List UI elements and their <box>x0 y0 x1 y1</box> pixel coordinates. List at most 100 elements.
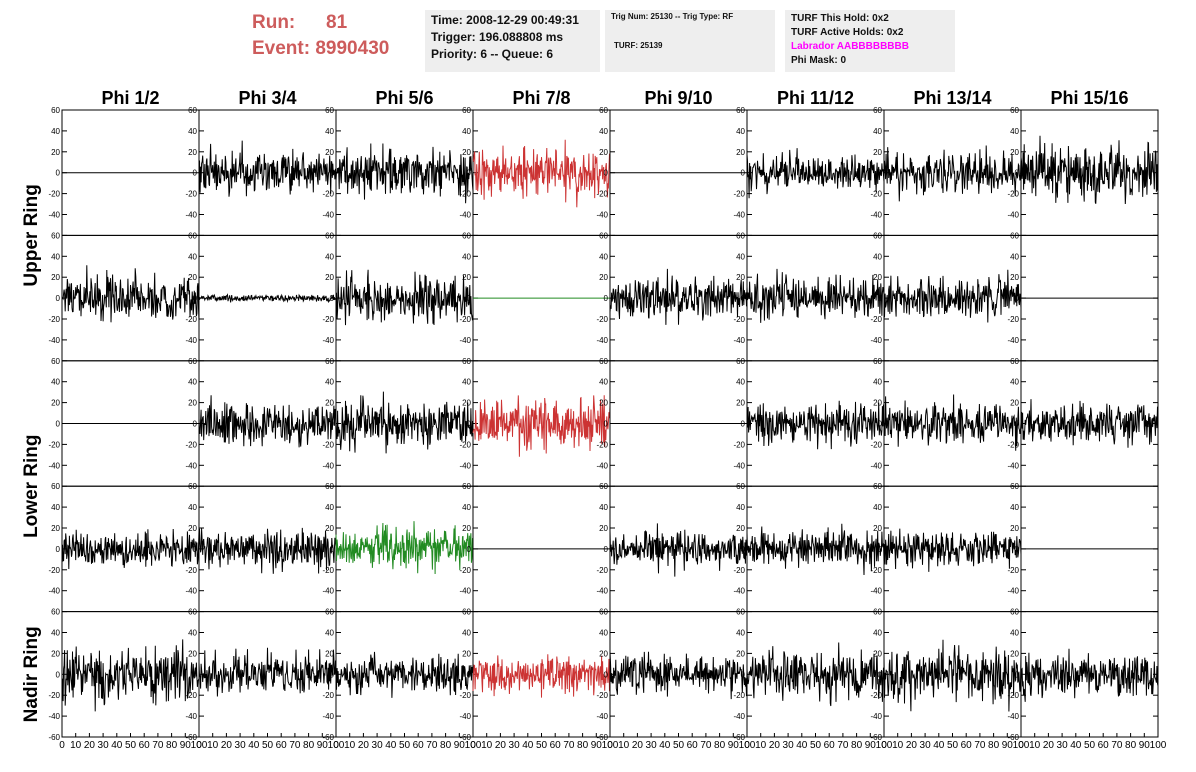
x-tick-label: 0 <box>607 740 613 751</box>
y-tick-label: 20 <box>188 524 197 533</box>
y-tick-label: 60 <box>462 608 471 617</box>
y-tick-label: -60 <box>48 733 60 742</box>
y-tick-label: -20 <box>322 566 334 575</box>
y-tick-label: -40 <box>185 211 197 220</box>
y-tick-label: 60 <box>462 106 471 115</box>
y-tick-label: 0 <box>741 294 746 303</box>
y-tick-label: 0 <box>604 420 609 429</box>
y-tick-label: -20 <box>1007 691 1019 700</box>
y-tick-label: 20 <box>325 649 334 658</box>
waveform-trace <box>883 528 1022 572</box>
y-tick-label: -20 <box>322 315 334 324</box>
y-tick-label: 20 <box>599 524 608 533</box>
y-tick-label: 20 <box>1010 148 1019 157</box>
x-tick-label: 80 <box>166 740 178 751</box>
y-tick-label: 40 <box>51 378 60 387</box>
x-tick-label: 50 <box>536 740 548 751</box>
x-tick-label: 40 <box>1070 740 1082 751</box>
x-tick-label: 40 <box>385 740 397 751</box>
y-tick-label: 20 <box>599 273 608 282</box>
y-tick-label: 60 <box>599 482 608 491</box>
waveform-trace <box>609 523 748 577</box>
y-tick-label: 0 <box>330 294 335 303</box>
x-tick-label: 60 <box>961 740 973 751</box>
x-tick-label: 90 <box>180 740 192 751</box>
y-tick-label: 20 <box>462 524 471 533</box>
y-tick-label: 20 <box>462 273 471 282</box>
y-tick-label: 60 <box>188 106 197 115</box>
x-tick-label: 10 <box>481 740 493 751</box>
y-tick-label: -40 <box>322 712 334 721</box>
x-tick-label: 20 <box>1043 740 1055 751</box>
y-tick-label: -40 <box>733 461 745 470</box>
x-tick-label: 70 <box>1111 740 1123 751</box>
y-tick-label: 0 <box>741 420 746 429</box>
y-tick-label: 20 <box>1010 524 1019 533</box>
y-tick-label: 20 <box>188 148 197 157</box>
y-tick-label: 20 <box>736 148 745 157</box>
y-tick-label: 60 <box>462 482 471 491</box>
x-tick-label: 100 <box>739 740 756 751</box>
waveform-trace <box>883 269 1022 323</box>
waveform-trace <box>1020 399 1159 448</box>
y-tick-label: -40 <box>459 461 471 470</box>
x-tick-label: 80 <box>440 740 452 751</box>
y-tick-label: 0 <box>878 294 883 303</box>
y-tick-label: 20 <box>873 649 882 658</box>
y-tick-label: 40 <box>599 127 608 136</box>
y-tick-label: 0 <box>193 169 198 178</box>
y-tick-label: 20 <box>51 273 60 282</box>
y-tick-label: 0 <box>330 420 335 429</box>
y-tick-label: -40 <box>322 211 334 220</box>
y-tick-label: 20 <box>599 399 608 408</box>
y-tick-label: 20 <box>599 649 608 658</box>
y-tick-label: -40 <box>459 211 471 220</box>
y-tick-label: 40 <box>325 252 334 261</box>
y-tick-label: -20 <box>596 190 608 199</box>
y-tick-label: -20 <box>733 315 745 324</box>
y-tick-label: 20 <box>51 649 60 658</box>
y-tick-label: 60 <box>1010 608 1019 617</box>
y-tick-label: -40 <box>1007 211 1019 220</box>
y-tick-label: -20 <box>185 691 197 700</box>
x-tick-label: 0 <box>1018 740 1024 751</box>
x-tick-label: 60 <box>139 740 151 751</box>
y-tick-label: 0 <box>330 545 335 554</box>
x-tick-label: 40 <box>796 740 808 751</box>
y-tick-label: -20 <box>322 691 334 700</box>
y-tick-label: -20 <box>322 190 334 199</box>
y-tick-label: -40 <box>1007 587 1019 596</box>
x-tick-label: 80 <box>988 740 1000 751</box>
y-tick-label: 20 <box>51 148 60 157</box>
y-tick-label: 0 <box>56 545 61 554</box>
y-tick-label: -20 <box>48 691 60 700</box>
turf-active-holds-text: TURF Active Holds: 0x2 <box>791 27 904 38</box>
y-tick-label: 60 <box>873 608 882 617</box>
ring-label: Upper Ring <box>21 184 42 286</box>
y-tick-label: 0 <box>1015 169 1020 178</box>
y-tick-label: 0 <box>193 545 198 554</box>
y-tick-label: 0 <box>604 169 609 178</box>
x-tick-label: 0 <box>196 740 202 751</box>
y-tick-label: -20 <box>596 566 608 575</box>
y-tick-label: 40 <box>188 252 197 261</box>
y-tick-label: -60 <box>1007 733 1019 742</box>
y-tick-label: 20 <box>1010 399 1019 408</box>
y-tick-label: -40 <box>322 587 334 596</box>
y-tick-label: -40 <box>596 461 608 470</box>
y-tick-label: 20 <box>873 148 882 157</box>
panel-frame <box>198 611 337 738</box>
y-tick-label: 0 <box>604 294 609 303</box>
y-tick-label: 60 <box>188 231 197 240</box>
x-tick-label: 50 <box>399 740 411 751</box>
x-tick-label: 30 <box>509 740 521 751</box>
y-tick-label: -40 <box>48 336 60 345</box>
x-tick-label: 20 <box>769 740 781 751</box>
turf-this-hold-text: TURF This Hold: 0x2 <box>791 13 889 24</box>
y-tick-label: -40 <box>870 712 882 721</box>
column-header: Phi 11/12 <box>777 88 854 108</box>
turf-text: TURF: 25139 <box>614 41 663 50</box>
x-tick-label: 0 <box>333 740 339 751</box>
y-tick-label: -20 <box>870 566 882 575</box>
